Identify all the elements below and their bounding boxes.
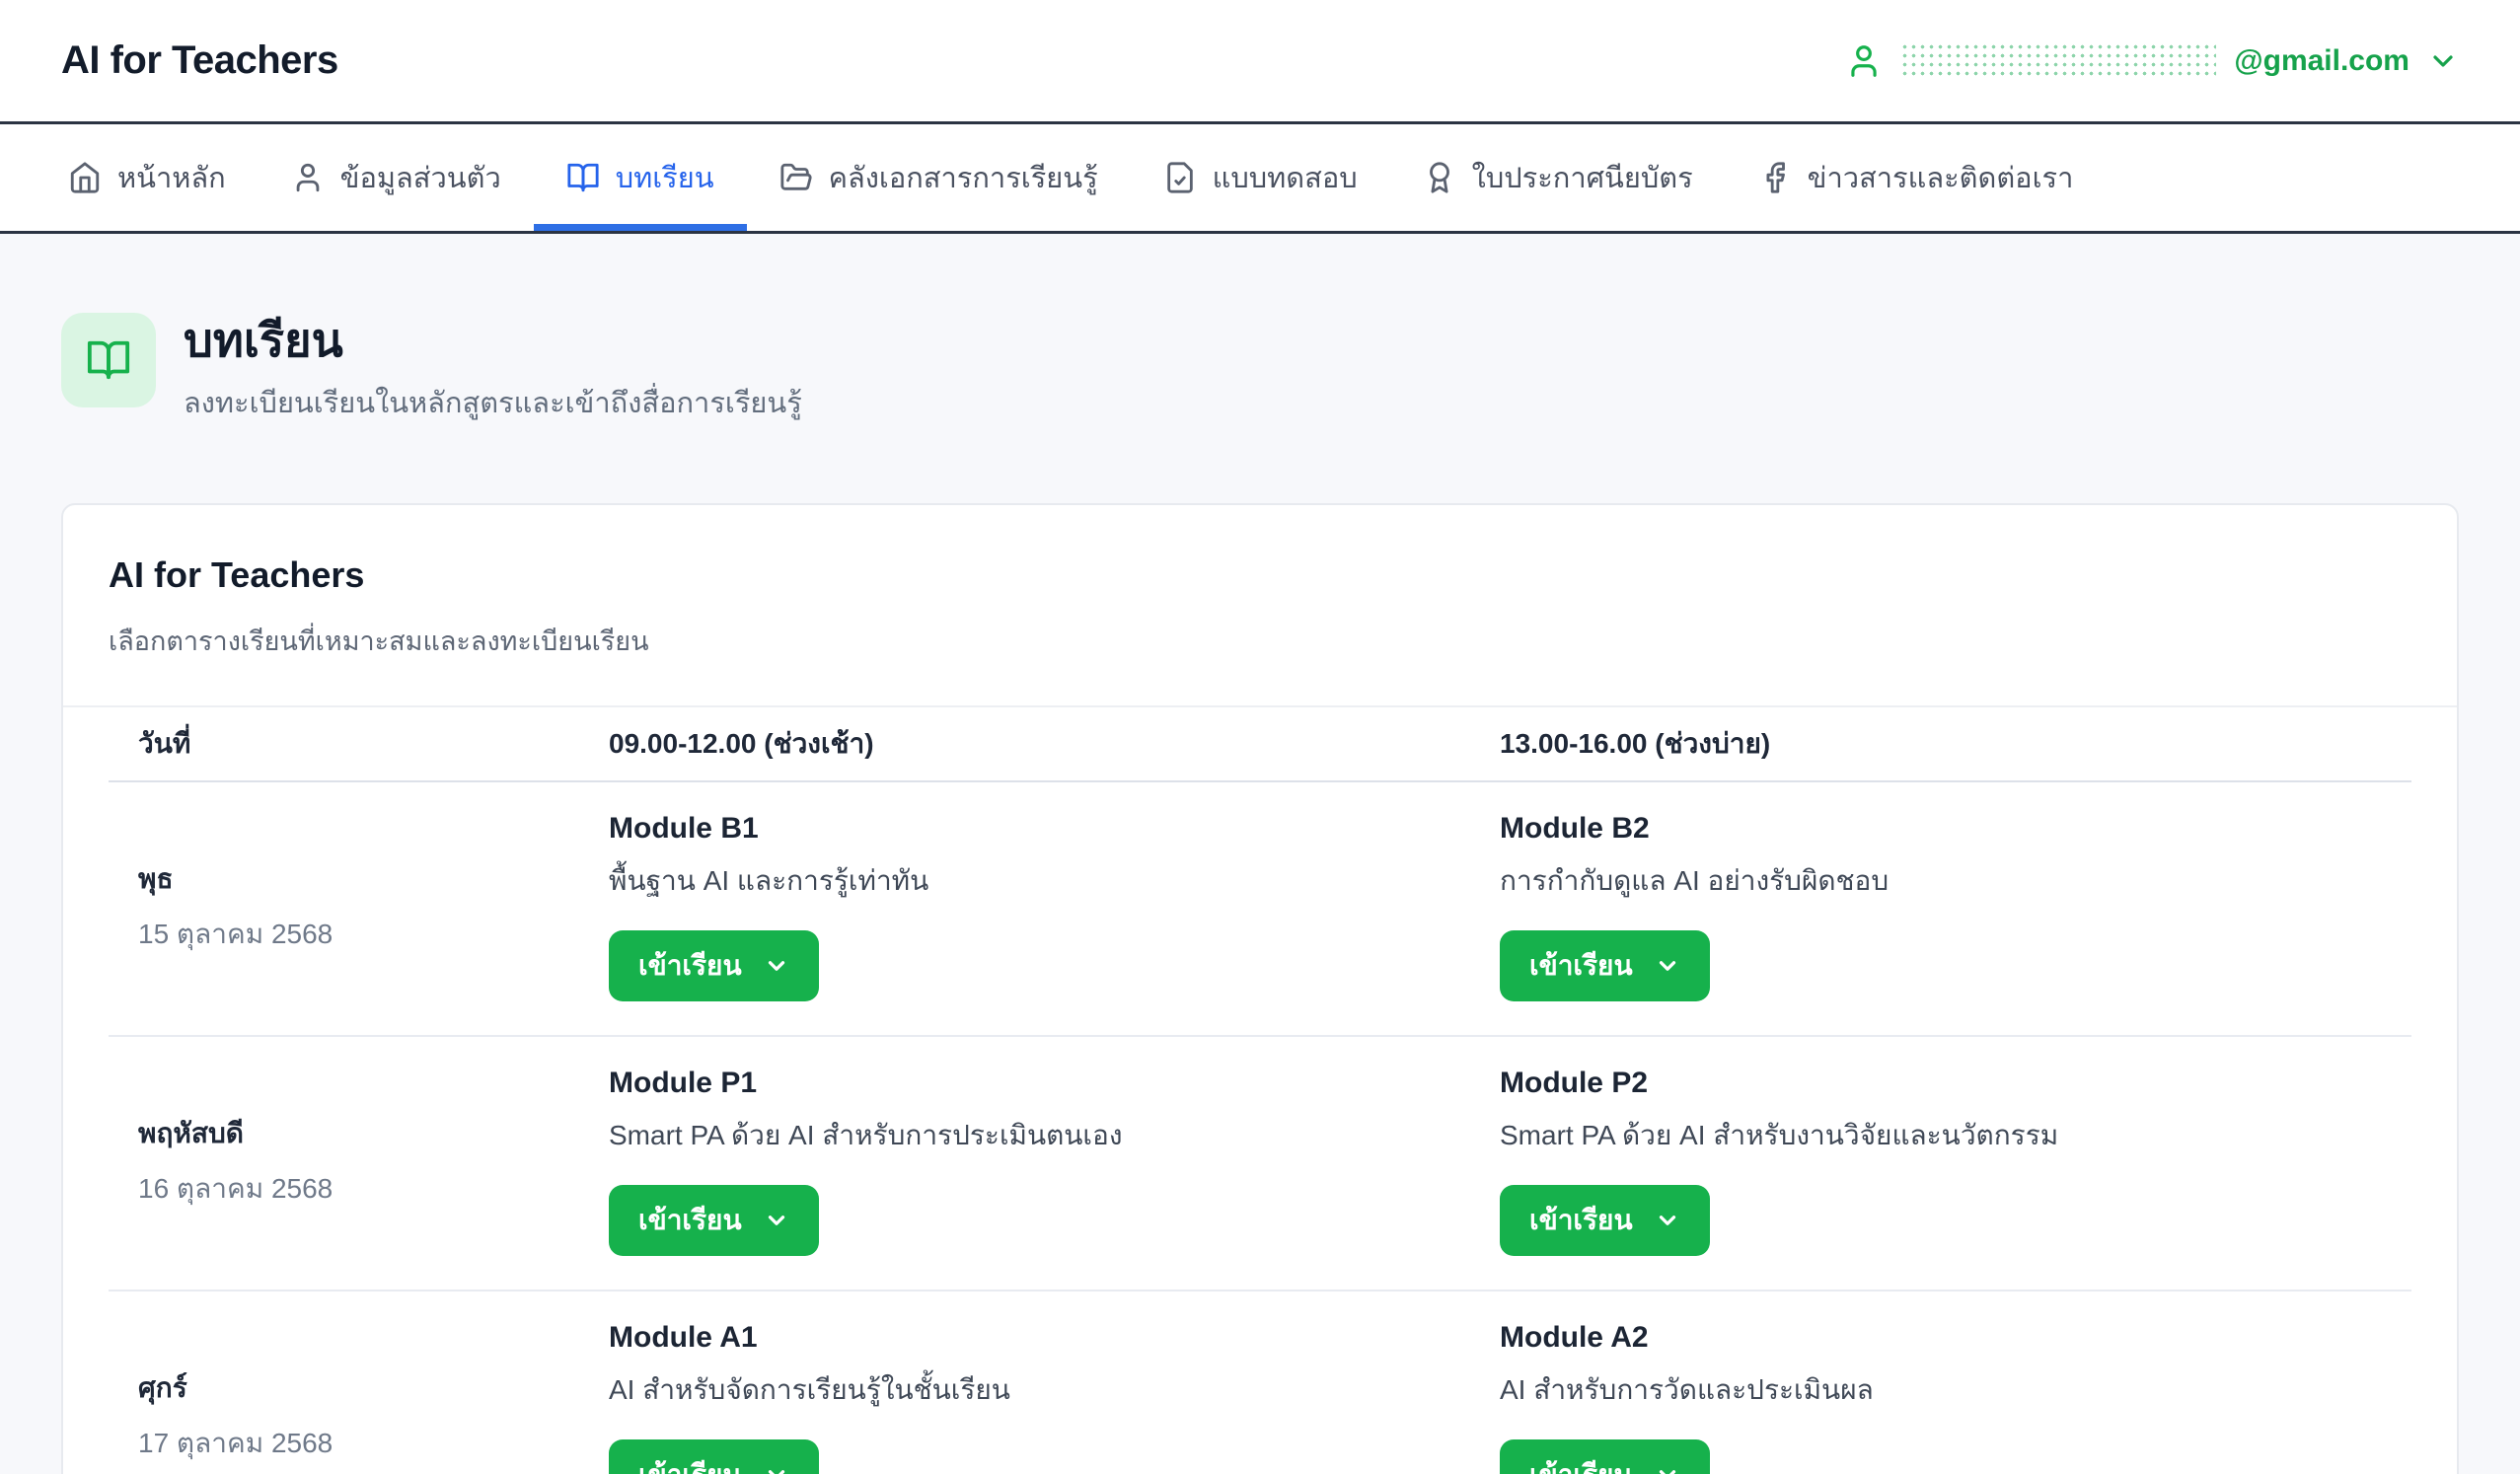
tab-label: ข่าวสารและติดต่อเรา	[1807, 163, 2074, 194]
afternoon-session: Module B2 การกำกับดูแล AI อย่างรับผิดชอบ…	[1500, 812, 2411, 1002]
enroll-button[interactable]: เข้าเรียน	[1500, 930, 1710, 1002]
enroll-button-label: เข้าเรียน	[1529, 1205, 1633, 1236]
module-title: การกำกับดูแล AI อย่างรับผิดชอบ	[1500, 865, 1890, 897]
column-header-morning: 09.00-12.00 (ช่วงเช้า)	[609, 728, 874, 760]
page-subtitle: ลงทะเบียนเรียนในหลักสูตรและเข้าถึงสื่อกา…	[184, 388, 802, 420]
schedule-card: AI for Teachers เลือกตารางเรียนที่เหมาะส…	[61, 503, 2459, 1474]
module-code: Module A1	[609, 1321, 758, 1355]
chevron-down-icon	[1659, 961, 1675, 972]
chevron-down-icon	[768, 1470, 784, 1474]
chevron-down-icon	[1659, 1470, 1675, 1474]
tab-label: คลังเอกสารการเรียนรู้	[828, 163, 1098, 194]
day-cell: พฤหัสบดี 16 ตุลาคม 2568	[109, 1112, 609, 1211]
column-header-afternoon: 13.00-16.00 (ช่วงบ่าย)	[1500, 728, 1771, 760]
enroll-button[interactable]: เข้าเรียน	[609, 1439, 819, 1474]
home-icon	[70, 162, 100, 193]
page-title: บทเรียน	[184, 314, 343, 366]
enroll-button-label: เข้าเรียน	[638, 1453, 742, 1474]
redacted-email-block	[1900, 41, 2217, 80]
day-date: 15 ตุลาคม 2568	[138, 919, 334, 950]
module-code: Module B2	[1500, 812, 1650, 846]
day-name: ศุกร์	[138, 1372, 187, 1404]
enroll-button[interactable]: เข้าเรียน	[609, 930, 819, 1002]
schedule-row: พุธ 15 ตุลาคม 2568 Module B1 พื้นฐาน AI …	[109, 782, 2411, 1038]
tab-label: ใบประกาศนียบัตร	[1471, 163, 1693, 194]
user-icon	[296, 163, 320, 192]
module-title: Smart PA ด้วย AI สำหรับงานวิจัยและนวัตกร…	[1500, 1120, 2059, 1151]
tab-lessons[interactable]: บทเรียน	[533, 124, 747, 231]
tab-label: แบบทดสอบ	[1212, 163, 1358, 194]
schedule-table: วันที่ 09.00-12.00 (ช่วงเช้า) 13.00-16.0…	[109, 707, 2411, 1474]
main-nav: หน้าหลัก ข้อมูลส่วนตัว บทเรียน คลังเอกสา…	[0, 124, 2520, 234]
module-code: Module P2	[1500, 1067, 1649, 1100]
facebook-icon	[1766, 162, 1785, 193]
module-title: AI สำหรับการวัดและประเมินผล	[1500, 1374, 1874, 1406]
enroll-button[interactable]: เข้าเรียน	[1500, 1185, 1710, 1257]
user-icon	[1851, 44, 1878, 77]
page-head: บทเรียน ลงทะเบียนเรียนในหลักสูตรและเข้าถ…	[61, 313, 2459, 425]
module-code: Module B1	[609, 812, 759, 846]
user-menu[interactable]: @gmail.com	[1845, 41, 2459, 80]
day-date: 16 ตุลาคม 2568	[138, 1173, 334, 1205]
morning-session: Module A1 AI สำหรับจัดการเรียนรู้ในชั้นเ…	[609, 1321, 1500, 1474]
tab-profile[interactable]: ข้อมูลส่วนตัว	[259, 124, 534, 231]
folder-open-icon	[779, 163, 812, 190]
day-name: พุธ	[138, 863, 174, 895]
enroll-button-label: เข้าเรียน	[638, 950, 742, 982]
module-code: Module A2	[1500, 1321, 1649, 1355]
morning-session: Module P1 Smart PA ด้วย AI สำหรับการประเ…	[609, 1067, 1500, 1257]
day-cell: ศุกร์ 17 ตุลาคม 2568	[109, 1366, 609, 1465]
chevron-down-icon	[768, 961, 784, 972]
schedule-row: พฤหัสบดี 16 ตุลาคม 2568 Module P1 Smart …	[109, 1037, 2411, 1292]
column-header-date: วันที่	[138, 728, 191, 760]
tab-label: บทเรียน	[615, 163, 714, 194]
morning-session: Module B1 พื้นฐาน AI และการรู้เท่าทัน เข…	[609, 812, 1500, 1002]
enroll-button[interactable]: เข้าเรียน	[1500, 1439, 1710, 1474]
tab-quiz[interactable]: แบบทดสอบ	[1131, 124, 1390, 231]
enroll-button[interactable]: เข้าเรียน	[609, 1185, 819, 1257]
day-date: 17 ตุลาคม 2568	[138, 1428, 334, 1459]
module-title: Smart PA ด้วย AI สำหรับการประเมินตนเอง	[609, 1120, 1123, 1151]
tab-label: หน้าหลัก	[117, 163, 226, 194]
schedule-row: ศุกร์ 17 ตุลาคม 2568 Module A1 AI สำหรับ…	[109, 1291, 2411, 1474]
schedule-body: พุธ 15 ตุลาคม 2568 Module B1 พื้นฐาน AI …	[109, 782, 2411, 1474]
award-icon	[1429, 162, 1449, 193]
module-code: Module P1	[609, 1067, 758, 1100]
card-head: AI for Teachers เลือกตารางเรียนที่เหมาะส…	[63, 505, 2457, 708]
module-title: AI สำหรับจัดการเรียนรู้ในชั้นเรียน	[609, 1374, 1010, 1406]
tab-document-library[interactable]: คลังเอกสารการเรียนรู้	[747, 124, 1131, 231]
module-title: พื้นฐาน AI และการรู้เท่าทัน	[609, 865, 929, 897]
chevron-down-icon	[2433, 54, 2453, 67]
day-name: พฤหัสบดี	[138, 1118, 244, 1149]
page-icon-box	[61, 313, 156, 407]
enroll-button-label: เข้าเรียน	[1529, 950, 1633, 982]
tab-news-contact[interactable]: ข่าวสารและติดต่อเรา	[1726, 124, 2107, 231]
schedule-header-row: วันที่ 09.00-12.00 (ช่วงเช้า) 13.00-16.0…	[109, 707, 2411, 783]
day-cell: พุธ 15 ตุลาคม 2568	[109, 857, 609, 956]
enroll-button-label: เข้าเรียน	[638, 1205, 742, 1236]
enroll-button-label: เข้าเรียน	[1529, 1453, 1633, 1474]
book-open-icon	[87, 340, 130, 380]
tab-certificate[interactable]: ใบประกาศนียบัตร	[1390, 124, 1726, 231]
tab-label: ข้อมูลส่วนตัว	[339, 163, 501, 194]
app-header: AI for Teachers @gmail.com	[0, 0, 2520, 124]
file-check-icon	[1166, 162, 1193, 193]
tab-home[interactable]: หน้าหลัก	[36, 124, 259, 231]
user-email-domain: @gmail.com	[2234, 43, 2409, 77]
chevron-down-icon	[768, 1216, 784, 1226]
book-open-icon	[567, 163, 599, 192]
card-title: AI for Teachers	[109, 554, 365, 596]
chevron-down-icon	[1659, 1216, 1675, 1226]
app-title: AI for Teachers	[61, 38, 338, 82]
afternoon-session: Module A2 AI สำหรับการวัดและประเมินผล เข…	[1500, 1321, 2411, 1474]
main-content: บทเรียน ลงทะเบียนเรียนในหลักสูตรและเข้าถ…	[0, 234, 2520, 1474]
afternoon-session: Module P2 Smart PA ด้วย AI สำหรับงานวิจั…	[1500, 1067, 2411, 1257]
card-subtitle: เลือกตารางเรียนที่เหมาะสมและลงทะเบียนเรี…	[109, 626, 649, 657]
